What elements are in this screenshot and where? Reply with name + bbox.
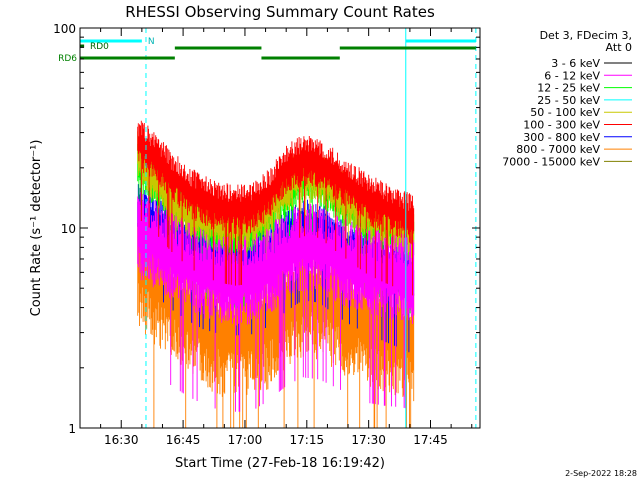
- x-tick-label: 16:30: [104, 433, 139, 447]
- legend-header-line-2: Att 0: [606, 41, 632, 54]
- legend-entry-label: 800 - 7000 keV: [516, 143, 600, 156]
- legend-entry-label: 50 - 100 keV: [530, 106, 600, 119]
- x-tick-label: 17:30: [351, 433, 386, 447]
- flag-label-rd6: RD6: [58, 54, 77, 64]
- x-tick-label: 17:15: [290, 433, 325, 447]
- legend-header-line-1: Det 3, FDecim 3,: [540, 29, 632, 42]
- chart-title: RHESSI Observing Summary Count Rates: [125, 3, 435, 21]
- x-tick-label: 17:45: [413, 433, 448, 447]
- y-tick-label: 1: [68, 422, 76, 436]
- legend-entry-label: 100 - 300 keV: [523, 119, 600, 132]
- legend-entry-label: 3 - 6 keV: [551, 57, 600, 70]
- trace-6-12-kev: [137, 192, 415, 412]
- legend-entry-label: 6 - 12 keV: [544, 69, 600, 82]
- x-axis: 16:30 16:45 17:00 17:15 17:30 17:45: [79, 28, 473, 447]
- y-tick-label: 100: [53, 22, 76, 36]
- legend-entry-label: 12 - 25 keV: [537, 82, 600, 95]
- y-tick-label: 10: [61, 222, 76, 236]
- legend-entry-label: 300 - 800 keV: [523, 131, 600, 144]
- legend-entry-label: 7000 - 15000 keV: [502, 155, 600, 168]
- timestamp: 2-Sep-2022 18:28: [565, 469, 637, 478]
- y-axis-label: Count Rate (s⁻¹ detector⁻¹): [29, 140, 44, 317]
- flag-bars: RD0 RD6 N: [58, 37, 476, 64]
- trace-100-300-kev: [137, 120, 415, 296]
- flag-label-n: N: [148, 37, 155, 47]
- x-tick-label: 17:00: [228, 433, 263, 447]
- x-tick-label: 16:45: [166, 433, 201, 447]
- x-axis-label: Start Time (27-Feb-18 16:19:42): [175, 456, 385, 471]
- flag-label-rd0: RD0: [90, 42, 109, 52]
- data-traces: [137, 120, 415, 428]
- legend-entry-label: 25 - 50 keV: [537, 94, 600, 107]
- y-axis: 1 10 100: [53, 22, 480, 436]
